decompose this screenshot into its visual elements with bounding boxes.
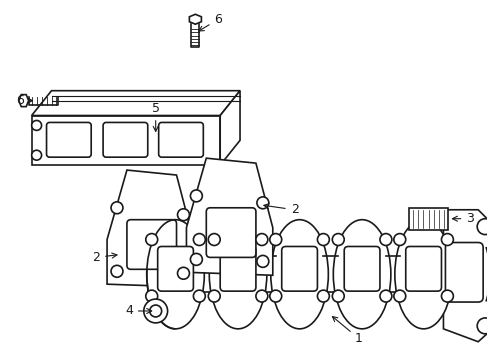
Circle shape <box>332 290 344 302</box>
Circle shape <box>255 234 267 246</box>
Circle shape <box>177 267 189 279</box>
Ellipse shape <box>209 220 266 329</box>
Circle shape <box>393 234 405 246</box>
Polygon shape <box>32 91 240 116</box>
Polygon shape <box>189 14 201 24</box>
FancyBboxPatch shape <box>445 243 482 302</box>
Circle shape <box>441 290 452 302</box>
Circle shape <box>393 290 405 302</box>
Circle shape <box>476 219 488 235</box>
FancyBboxPatch shape <box>344 247 379 291</box>
Circle shape <box>441 234 452 246</box>
FancyBboxPatch shape <box>157 247 193 291</box>
FancyBboxPatch shape <box>206 208 255 257</box>
Circle shape <box>111 202 122 214</box>
Polygon shape <box>107 170 193 287</box>
Circle shape <box>32 150 41 160</box>
Polygon shape <box>220 91 240 165</box>
Circle shape <box>208 290 220 302</box>
Circle shape <box>190 190 202 202</box>
Circle shape <box>317 234 328 246</box>
Circle shape <box>149 305 162 317</box>
Circle shape <box>193 290 205 302</box>
Circle shape <box>208 234 220 246</box>
FancyBboxPatch shape <box>46 122 91 157</box>
Circle shape <box>143 299 167 323</box>
Circle shape <box>317 290 328 302</box>
Circle shape <box>190 253 202 265</box>
FancyBboxPatch shape <box>405 247 441 291</box>
Ellipse shape <box>270 220 327 329</box>
Circle shape <box>32 121 41 130</box>
Circle shape <box>379 290 391 302</box>
Circle shape <box>193 234 205 246</box>
Text: 6: 6 <box>199 13 222 31</box>
Circle shape <box>476 318 488 334</box>
Circle shape <box>255 290 267 302</box>
Text: 4: 4 <box>125 305 151 318</box>
Polygon shape <box>408 208 447 230</box>
FancyBboxPatch shape <box>220 247 255 291</box>
FancyBboxPatch shape <box>281 247 317 291</box>
Text: 2: 2 <box>92 251 117 264</box>
Ellipse shape <box>394 220 451 329</box>
Ellipse shape <box>146 220 204 329</box>
Text: 3: 3 <box>451 212 473 225</box>
FancyBboxPatch shape <box>103 122 147 157</box>
Polygon shape <box>443 210 488 342</box>
FancyBboxPatch shape <box>127 220 176 269</box>
Text: 1: 1 <box>332 316 362 345</box>
Circle shape <box>379 234 391 246</box>
Circle shape <box>269 234 281 246</box>
Circle shape <box>177 209 189 221</box>
Text: 5: 5 <box>151 102 160 131</box>
Text: 2: 2 <box>264 203 298 216</box>
Circle shape <box>332 234 344 246</box>
Circle shape <box>145 234 157 246</box>
Polygon shape <box>19 95 29 107</box>
Circle shape <box>111 265 122 277</box>
Ellipse shape <box>333 220 390 329</box>
Circle shape <box>145 290 157 302</box>
Polygon shape <box>32 116 220 165</box>
Circle shape <box>256 255 268 267</box>
FancyBboxPatch shape <box>158 122 203 157</box>
Text: 6: 6 <box>16 94 33 107</box>
Circle shape <box>269 290 281 302</box>
Polygon shape <box>186 158 272 275</box>
Circle shape <box>256 197 268 209</box>
